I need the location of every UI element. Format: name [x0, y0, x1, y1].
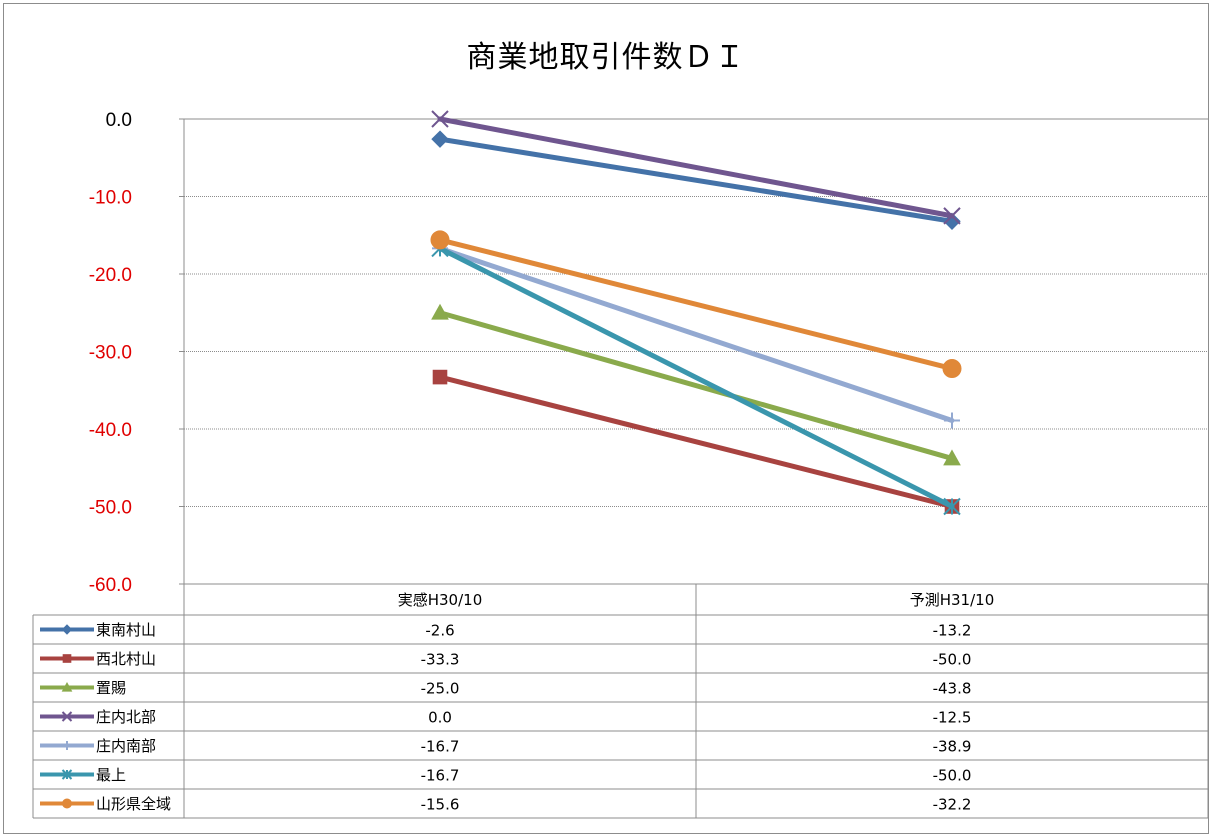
y-tick-label: -50.0 [89, 498, 132, 519]
data-point [943, 449, 961, 466]
data-point [431, 110, 449, 128]
data-value-cell: 0.0 [428, 709, 452, 727]
legend-label: 庄内北部 [96, 708, 156, 726]
data-point [61, 769, 73, 780]
y-tick-label: -60.0 [89, 575, 132, 596]
x-category-label: 実感H30/10 [398, 591, 483, 609]
legend-key [40, 711, 94, 722]
series-line [437, 310, 955, 461]
legend-key [40, 741, 94, 750]
series-4 [432, 240, 960, 429]
data-value-cell: -16.7 [421, 767, 460, 785]
series-line [437, 245, 955, 509]
data-value-cell: -25.0 [421, 680, 460, 698]
series-6 [430, 230, 962, 379]
data-value-cell: -43.8 [933, 680, 972, 698]
series-line [437, 237, 955, 372]
data-point [942, 359, 962, 379]
legend-key [40, 654, 94, 663]
data-point [431, 130, 449, 148]
legend-label: 最上 [96, 766, 126, 784]
series-line [437, 136, 955, 224]
data-value-cell: -12.5 [933, 709, 972, 727]
legend-label: 庄内南部 [96, 737, 156, 755]
data-value-cell: -13.2 [933, 622, 972, 640]
y-tick-label: 0.0 [106, 110, 132, 131]
series-line [437, 245, 955, 423]
legend-key [40, 624, 94, 635]
series-0 [431, 130, 961, 231]
legend-label: 置賜 [96, 679, 126, 697]
data-value-cell: -50.0 [933, 651, 972, 669]
chart-title: 商業地取引件数ＤＩ [466, 40, 746, 75]
legend-label: 西北村山 [96, 650, 156, 668]
data-point [61, 681, 73, 692]
series-line [437, 374, 955, 509]
data-point [943, 497, 961, 516]
data-value-cell: -2.6 [425, 622, 454, 640]
y-tick-label: -20.0 [89, 265, 132, 286]
data-value-cell: -50.0 [933, 767, 972, 785]
data-point [62, 741, 72, 750]
data-point [62, 798, 72, 809]
legend-key [40, 798, 94, 809]
data-point [61, 624, 73, 635]
data-value-cell: -16.7 [421, 738, 460, 756]
data-point [431, 303, 449, 320]
data-point [61, 711, 73, 722]
data-point [943, 207, 961, 225]
y-tick-label: -10.0 [89, 188, 132, 209]
data-point [944, 412, 960, 429]
legend-label: 東南村山 [96, 621, 156, 639]
data-point [432, 369, 448, 385]
series-1 [432, 369, 960, 514]
legend-key [40, 769, 94, 780]
legend-key [40, 681, 94, 692]
x-category-label: 予測H31/10 [910, 591, 995, 609]
series-5 [431, 239, 961, 516]
series-line [437, 116, 955, 219]
data-value-cell: -15.6 [421, 796, 460, 814]
legend-label: 山形県全域 [96, 795, 171, 813]
data-point [430, 230, 450, 250]
data-value-cell: -38.9 [933, 738, 972, 756]
y-tick-label: -30.0 [89, 343, 132, 364]
series-2 [431, 303, 961, 466]
data-point [62, 654, 72, 663]
data-value-cell: -33.3 [421, 651, 460, 669]
data-value-cell: -32.2 [933, 796, 972, 814]
y-tick-label: -40.0 [89, 420, 132, 441]
series-3 [431, 110, 961, 225]
